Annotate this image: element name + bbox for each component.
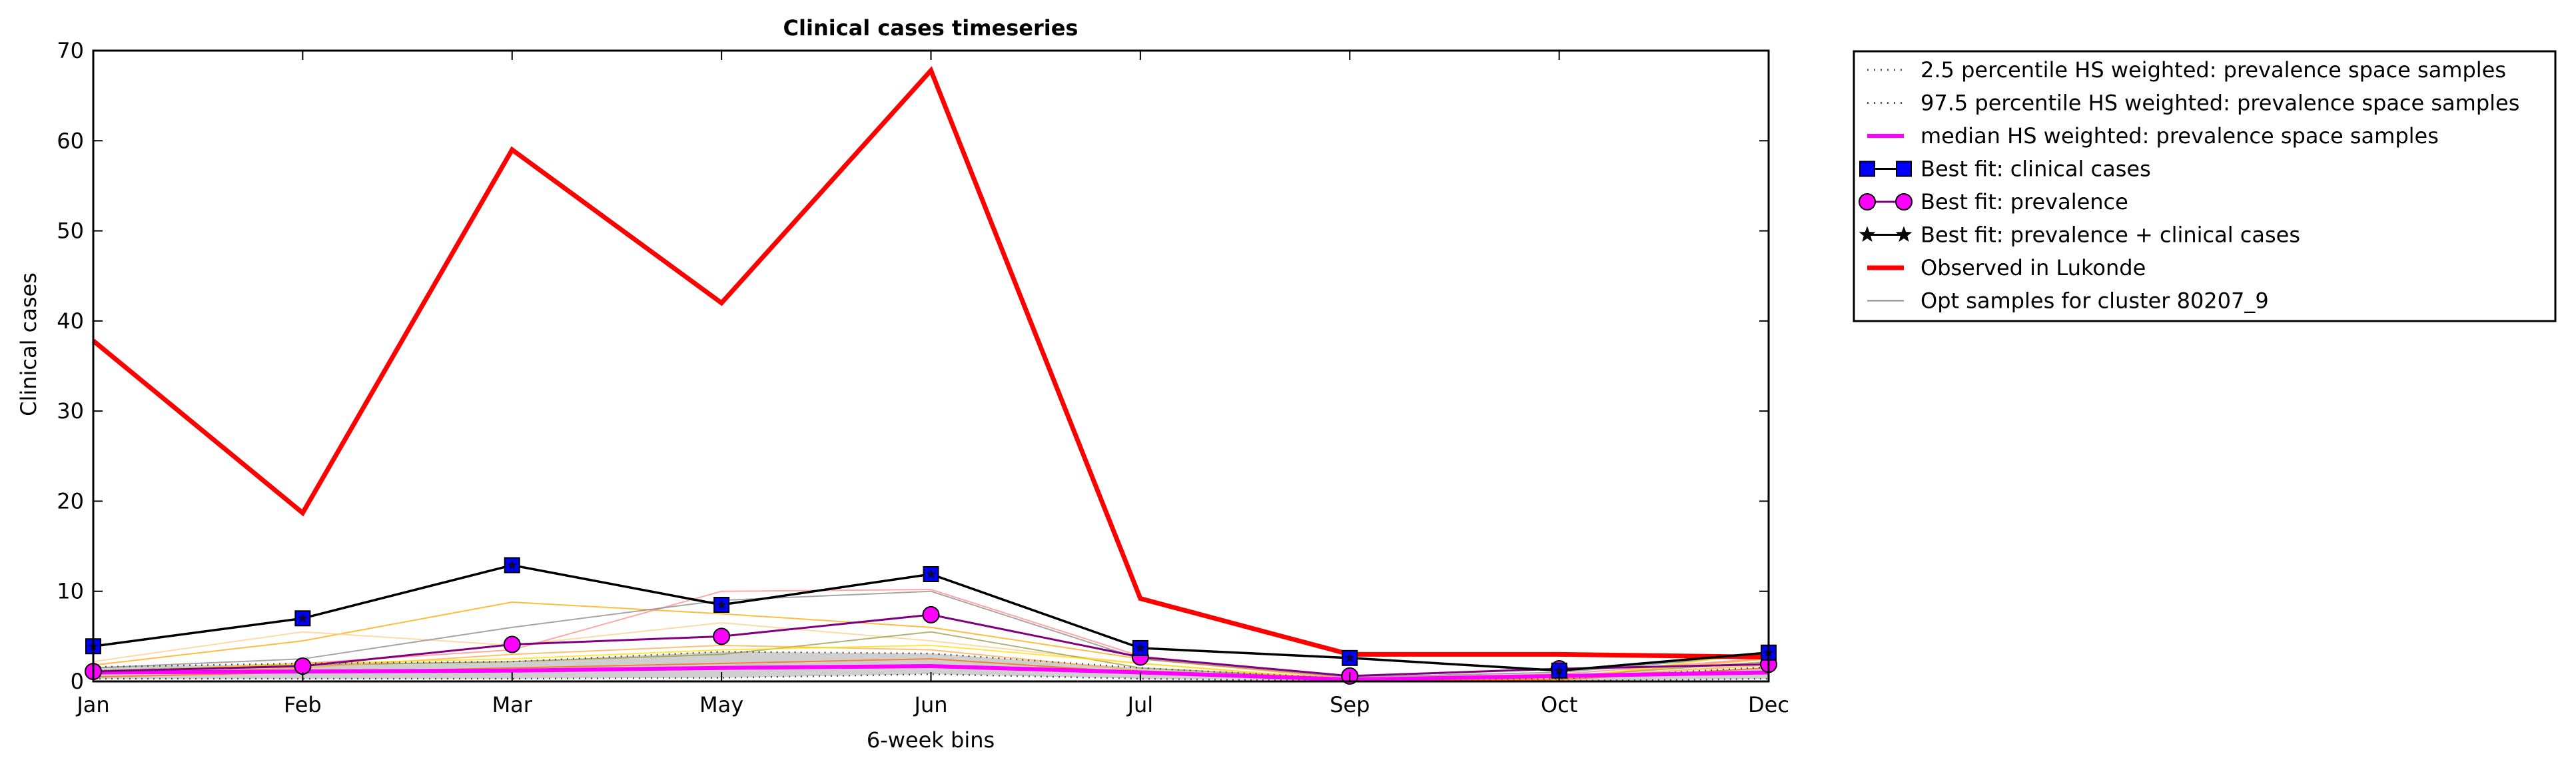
- marker-prevalence-jun: [922, 605, 940, 623]
- x-tick-label: Feb: [284, 692, 322, 717]
- legend-label: Opt samples for cluster 80207_9: [1921, 288, 2269, 314]
- x-axis-label: 6-week bins: [867, 727, 995, 753]
- plot-frame: [92, 49, 1770, 683]
- sample-line-4: [93, 590, 1769, 678]
- plot-area: [85, 66, 1777, 685]
- chart-title: Clinical cases timeseries: [783, 15, 1078, 41]
- legend-entry: Observed in Lukonde: [1867, 255, 2146, 280]
- marker-combined-oct: [1554, 665, 1565, 675]
- marker-prevalence-mar: [503, 635, 521, 653]
- legend-entry: median HS weighted: prevalence space sam…: [1867, 123, 2439, 149]
- legend-circle-marker: [1895, 193, 1913, 210]
- legend-label: Best fit: prevalence + clinical cases: [1921, 222, 2300, 248]
- marker-combined-mar: [507, 560, 518, 570]
- legend-entry: Best fit: prevalence + clinical cases: [1859, 222, 2300, 248]
- legend-circle-marker: [1859, 193, 1876, 210]
- x-tick-label: Oct: [1541, 692, 1577, 717]
- y-tick-label: 60: [57, 128, 84, 153]
- y-tick-label: 50: [57, 218, 84, 244]
- marker-combined-may: [716, 599, 727, 609]
- legend-square-marker: [1896, 161, 1912, 177]
- y-tick-label: 0: [71, 669, 84, 694]
- x-tick-label: May: [699, 692, 743, 717]
- legend-box: [1853, 50, 2557, 322]
- x-tick-label: Mar: [492, 692, 533, 717]
- marker-prevalence-feb: [294, 657, 312, 675]
- y-tick-label: 20: [57, 488, 84, 514]
- legend-entry: 97.5 percentile HS weighted: prevalence …: [1867, 91, 2519, 116]
- legend-entry: Best fit: clinical cases: [1859, 157, 2151, 182]
- x-tick-label: Sep: [1330, 692, 1370, 717]
- y-tick-label: 40: [57, 308, 84, 334]
- x-tick-label: Dec: [1748, 692, 1789, 717]
- marker-combined-jul: [1135, 642, 1146, 653]
- legend-entry: Best fit: prevalence: [1859, 189, 2128, 214]
- legend-label: Best fit: prevalence: [1921, 189, 2128, 214]
- series-observed: [91, 66, 1769, 659]
- legend-square-marker: [1859, 161, 1875, 177]
- y-axis-label: Clinical cases: [16, 272, 41, 416]
- series-median: [93, 664, 1769, 682]
- legend-label: 97.5 percentile HS weighted: prevalence …: [1921, 91, 2519, 116]
- x-tick-label: Jan: [75, 692, 109, 717]
- marker-combined-sep: [1344, 652, 1355, 663]
- marker-prevalence-may: [713, 627, 731, 645]
- y-tick-label: 10: [57, 579, 84, 604]
- y-tick-label: 30: [57, 398, 84, 424]
- legend-label: Observed in Lukonde: [1921, 255, 2146, 280]
- legend-entry: Opt samples for cluster 80207_9: [1867, 288, 2269, 314]
- legend-star-marker: [1895, 226, 1913, 242]
- y-tick-label: 70: [57, 38, 84, 63]
- legend-star-marker: [1859, 226, 1876, 242]
- legend-label: 2.5 percentile HS weighted: prevalence s…: [1921, 57, 2506, 83]
- legend: 2.5 percentile HS weighted: prevalence s…: [1853, 50, 2557, 322]
- x-tick-label: Jun: [913, 692, 948, 717]
- marker-combined-feb: [297, 613, 308, 623]
- legend-entry: 2.5 percentile HS weighted: prevalence s…: [1867, 57, 2506, 83]
- marker-combined-jun: [925, 569, 937, 579]
- axes: 0 10 20 30 40 50 60 70 Jan Feb Mar May Jun Jul Sep Oct D…: [57, 38, 1789, 717]
- x-tick-label: Jul: [1126, 692, 1154, 717]
- legend-label: Best fit: clinical cases: [1921, 157, 2151, 182]
- legend-label: median HS weighted: prevalence space sam…: [1921, 123, 2439, 149]
